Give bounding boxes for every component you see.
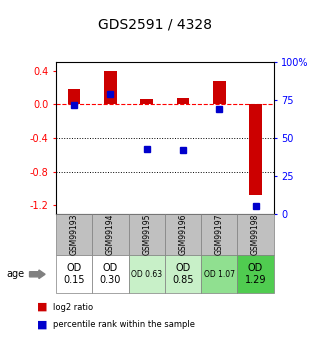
Text: percentile rank within the sample: percentile rank within the sample	[53, 320, 195, 329]
Bar	[140, 99, 153, 104]
Text: log2 ratio: log2 ratio	[53, 303, 93, 312]
Text: OD
1.29: OD 1.29	[245, 264, 266, 285]
Text: GSM99198: GSM99198	[251, 214, 260, 255]
Text: OD
0.15: OD 0.15	[63, 264, 85, 285]
Text: OD
0.30: OD 0.30	[100, 264, 121, 285]
Text: ■: ■	[37, 319, 48, 329]
Bar	[68, 89, 81, 104]
Text: OD
0.85: OD 0.85	[172, 264, 194, 285]
Bar	[213, 81, 225, 104]
Text: OD 1.07: OD 1.07	[204, 270, 235, 279]
Text: age: age	[6, 269, 24, 279]
Bar	[249, 104, 262, 195]
Text: GSM99195: GSM99195	[142, 214, 151, 255]
Bar	[104, 70, 117, 104]
Text: GSM99193: GSM99193	[70, 214, 79, 255]
Text: GDS2591 / 4328: GDS2591 / 4328	[99, 17, 212, 31]
Text: OD 0.63: OD 0.63	[131, 270, 162, 279]
Bar	[177, 98, 189, 104]
Text: ■: ■	[37, 302, 48, 312]
Text: GSM99194: GSM99194	[106, 214, 115, 255]
Text: GSM99196: GSM99196	[179, 214, 188, 255]
Text: GSM99197: GSM99197	[215, 214, 224, 255]
